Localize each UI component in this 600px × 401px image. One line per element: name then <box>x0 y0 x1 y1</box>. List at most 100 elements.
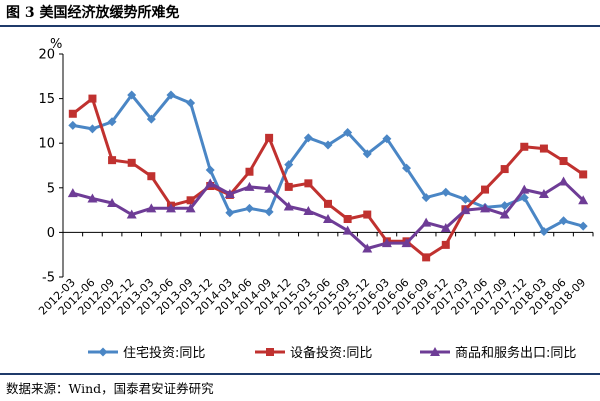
series-2-point <box>304 179 313 188</box>
series-1-point <box>343 127 353 137</box>
series-3-point <box>67 188 78 198</box>
series-1-point <box>578 221 588 231</box>
series-3-point <box>126 209 137 219</box>
series-2-point <box>441 240 450 249</box>
series-3-point <box>480 203 491 213</box>
series-1-point <box>107 117 117 127</box>
series-3 <box>67 176 589 253</box>
series-2-point <box>422 253 431 262</box>
series-1-point <box>303 133 313 143</box>
legend-label: 设备投资:同比 <box>290 345 372 361</box>
series-2-point <box>363 210 372 219</box>
legend-swatch-marker <box>98 347 108 357</box>
series-3-point <box>578 195 589 205</box>
series-1-point <box>539 227 549 237</box>
series-3-point <box>224 189 235 199</box>
series-1-point <box>559 216 569 226</box>
line-chart: % -5 0 5 10 15 20 2012-032012-062012-092012-1… <box>36 37 594 361</box>
series-1-point <box>402 163 412 173</box>
series-1-point <box>382 134 392 144</box>
figure-title: 图 3 美国经济放缓势所难免 <box>6 5 180 21</box>
series-3-point <box>499 209 510 219</box>
series-2-point <box>68 109 77 118</box>
series-1-point <box>225 208 235 218</box>
series-3-point <box>519 184 530 194</box>
y-tick-label: 0 <box>47 226 55 241</box>
x-axis: 2012-032012-062012-092012-122013-032013-… <box>36 231 594 318</box>
series-3-point <box>440 222 451 232</box>
series-2-point <box>520 142 529 151</box>
series-2-point <box>324 199 332 208</box>
series-1 <box>68 90 588 237</box>
series-3-point <box>185 203 196 213</box>
y-tick-label: 20 <box>38 48 55 63</box>
series-1-point <box>284 160 294 170</box>
series-3-point <box>205 178 216 188</box>
series-3-point <box>107 197 118 207</box>
y-axis-unit-label: % <box>50 37 62 52</box>
series-1-point <box>362 149 372 159</box>
y-tick-label: -5 <box>42 271 55 286</box>
series-3-point <box>323 214 333 224</box>
series-1-point <box>68 120 78 130</box>
series-1-point <box>244 203 254 213</box>
series-3-point <box>146 203 157 213</box>
series-3-point <box>558 176 569 186</box>
legend: 住宅投资:同比 设备投资:同比 商品和服务出口:同比 <box>88 345 576 361</box>
legend-item-1: 住宅投资:同比 <box>88 345 205 361</box>
series-3-point <box>244 181 255 191</box>
y-tick-label: 15 <box>38 92 55 107</box>
series-1-point <box>323 140 333 150</box>
series-2-point <box>579 170 588 179</box>
series-3-point <box>421 217 432 227</box>
series-3-point <box>538 189 549 199</box>
series-2-point <box>108 156 117 165</box>
legend-swatch-marker <box>266 348 274 356</box>
series-3-point <box>362 243 373 253</box>
series-2-point <box>343 215 352 224</box>
series-1-point <box>441 187 451 197</box>
series-3-point <box>401 238 412 248</box>
series-3-point <box>87 193 98 203</box>
y-axis: -5 0 5 10 15 20 <box>38 48 64 286</box>
series-3-point <box>303 205 314 215</box>
series-3-point <box>264 183 275 193</box>
series-2-point <box>539 144 548 153</box>
series-1-point <box>166 90 176 100</box>
series-2-point <box>186 196 195 205</box>
series-1-point <box>264 207 274 217</box>
series-3-point <box>283 201 294 211</box>
series-1-point <box>87 124 97 134</box>
series-2-point <box>127 158 136 167</box>
y-tick-label: 5 <box>47 181 55 196</box>
series-2-point <box>481 185 490 194</box>
series-2-point <box>265 133 274 142</box>
series-3-point <box>342 225 353 235</box>
series-2 <box>68 94 588 262</box>
series-3-point <box>165 203 176 213</box>
series-1-point <box>205 165 215 175</box>
series-1-point <box>146 114 156 124</box>
series-1-point <box>127 90 137 100</box>
series-2-point <box>147 172 156 181</box>
series-3-point <box>460 205 471 215</box>
legend-label: 商品和服务出口:同比 <box>455 345 576 361</box>
legend-swatch-marker <box>430 347 440 356</box>
series-2-point <box>88 94 97 103</box>
y-tick-label: 10 <box>38 137 55 152</box>
series-1-point <box>460 194 470 204</box>
series-1-point <box>500 201 510 211</box>
series-2-point <box>284 182 293 191</box>
series-1-point <box>421 193 431 203</box>
series-3-point <box>381 238 392 248</box>
series-2-point <box>245 167 254 176</box>
top-rule <box>0 25 600 27</box>
bottom-rule <box>0 373 600 375</box>
series-layer <box>67 90 589 262</box>
source-note: 数据来源：Wind，国泰君安证券研究 <box>6 381 214 396</box>
legend-item-2: 设备投资:同比 <box>255 345 372 361</box>
series-1-point <box>519 193 529 203</box>
series-2-point <box>500 165 509 174</box>
legend-item-3: 商品和服务出口:同比 <box>420 345 576 361</box>
series-2-point <box>559 157 568 166</box>
